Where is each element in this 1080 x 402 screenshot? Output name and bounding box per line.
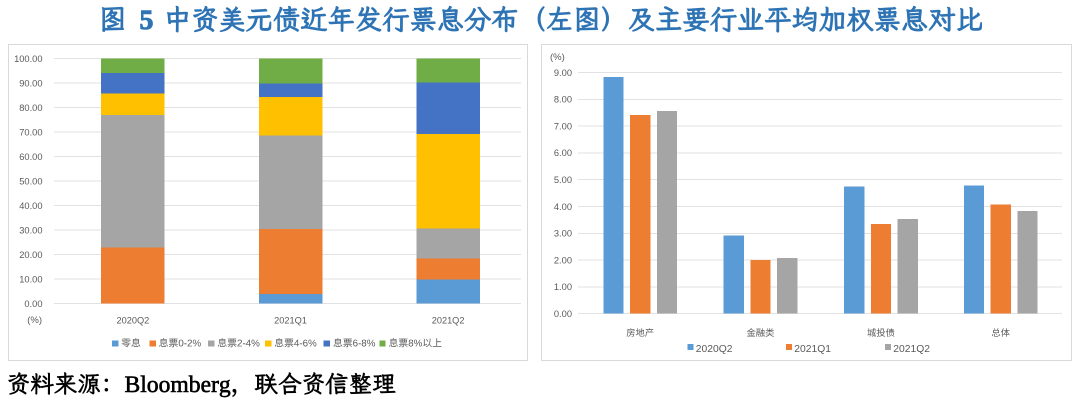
svg-text:90.00: 90.00	[19, 78, 42, 88]
svg-text:100.00: 100.00	[14, 54, 42, 64]
svg-text:80.00: 80.00	[19, 103, 42, 113]
svg-text:40.00: 40.00	[19, 201, 42, 211]
svg-text:10.00: 10.00	[19, 274, 42, 284]
svg-text:0.00: 0.00	[554, 309, 572, 319]
svg-text:60.00: 60.00	[19, 152, 42, 162]
svg-text:1.00: 1.00	[554, 282, 572, 292]
svg-text:0.00: 0.00	[24, 299, 42, 309]
svg-text:2.00: 2.00	[554, 255, 572, 265]
svg-text:20.00: 20.00	[19, 250, 42, 260]
svg-text:(%): (%)	[550, 52, 565, 63]
svg-text:(%): (%)	[27, 315, 42, 326]
svg-text:50.00: 50.00	[19, 176, 42, 186]
svg-text:2021Q2: 2021Q2	[893, 344, 930, 355]
svg-text:4.00: 4.00	[554, 202, 572, 212]
svg-text:7.00: 7.00	[554, 121, 572, 131]
svg-text:2021Q1: 2021Q1	[274, 315, 307, 325]
svg-text:2021Q2: 2021Q2	[432, 315, 465, 325]
svg-text:30.00: 30.00	[19, 225, 42, 235]
svg-text:2020Q2: 2020Q2	[117, 315, 150, 325]
svg-text:2020Q2: 2020Q2	[696, 344, 733, 355]
svg-text:9.00: 9.00	[554, 68, 572, 78]
svg-text:6.00: 6.00	[554, 148, 572, 158]
svg-text:70.00: 70.00	[19, 127, 42, 137]
svg-text:5.00: 5.00	[554, 175, 572, 185]
svg-text:2021Q1: 2021Q1	[794, 344, 831, 355]
svg-text:3.00: 3.00	[554, 229, 572, 239]
svg-text:8.00: 8.00	[554, 95, 572, 105]
